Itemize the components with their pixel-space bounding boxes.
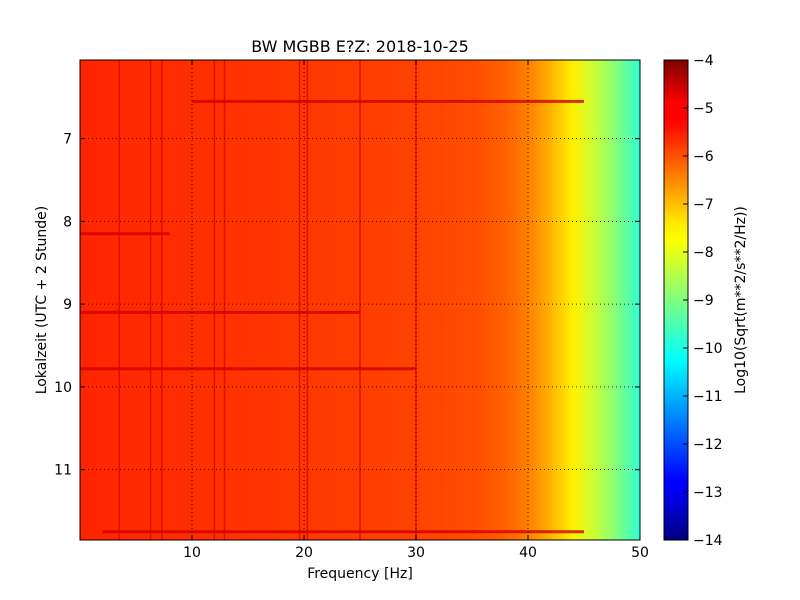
colorbar-tick-label: −9 — [693, 293, 714, 309]
colorbar-tick-label: −4 — [693, 53, 714, 69]
chart-title: BW MGBB E?Z: 2018-10-25 — [251, 37, 469, 56]
colorbar-tick-label: −12 — [693, 437, 723, 453]
colorbar-tick-label: −10 — [693, 341, 723, 357]
x-tick-label: 20 — [295, 545, 313, 561]
y-axis-ticks: 7 8 9 10 11 — [54, 132, 640, 479]
heatmap-area — [80, 60, 640, 540]
colorbar-tick-label: −14 — [693, 533, 723, 549]
plot-frame — [79, 59, 641, 541]
colorbar-tick-label: −8 — [693, 245, 714, 261]
colorbar-ticks: −4 −5 −6 −7 −8 −9 −10 −11 −12 −13 −14 — [683, 53, 723, 549]
colorbar-tick-label: −11 — [693, 389, 723, 405]
x-tick-label: 30 — [407, 545, 425, 561]
y-tick-label: 8 — [63, 214, 72, 230]
y-tick-label: 10 — [54, 380, 72, 396]
colorbar-tick-label: −13 — [693, 485, 723, 501]
y-tick-label: 11 — [54, 463, 72, 479]
colorbar-tick-label: −5 — [693, 101, 714, 117]
x-axis-ticks: 10 20 30 40 50 — [183, 60, 649, 561]
colorbar-tick-label: −7 — [693, 197, 714, 213]
y-axis-label: Lokalzeit (UTC + 2 Stunde) — [34, 206, 50, 395]
x-tick-label: 10 — [183, 545, 201, 561]
x-tick-label: 50 — [631, 545, 649, 561]
x-tick-label: 40 — [519, 545, 537, 561]
x-axis-label: Frequency [Hz] — [307, 566, 413, 582]
colorbar-label: Log10(Sqrt(m**2/s**2/Hz)) — [733, 206, 749, 394]
colorbar-tick-label: −6 — [693, 149, 714, 165]
y-tick-label: 9 — [63, 297, 72, 313]
y-tick-label: 7 — [63, 132, 72, 148]
